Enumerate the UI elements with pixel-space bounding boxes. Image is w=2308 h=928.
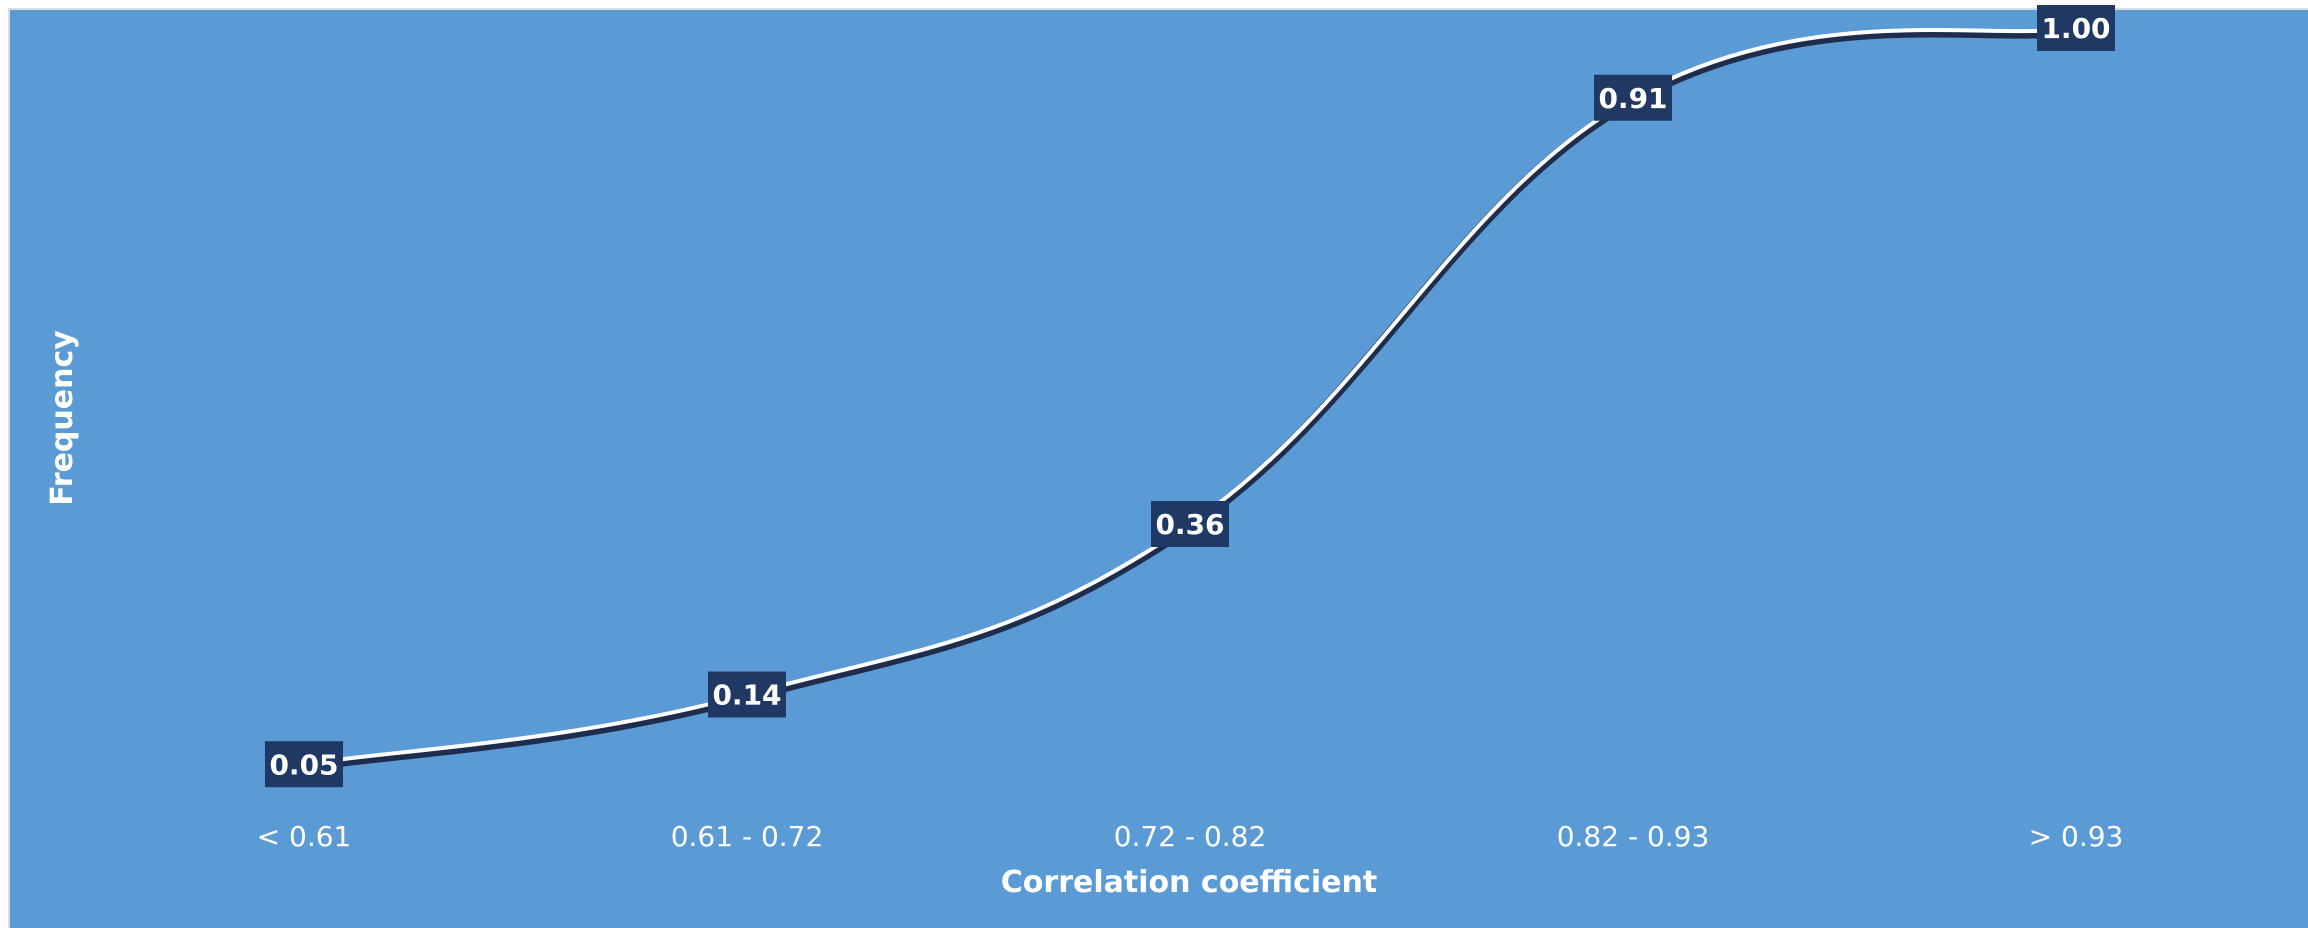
data-label-box [265, 741, 343, 788]
data-label-text: 1.00 [2041, 12, 2110, 45]
data-label: 0.14 [708, 671, 786, 718]
data-label: 0.91 [1594, 74, 1672, 121]
chart-area [8, 8, 2308, 928]
data-label-text: 0.36 [1155, 508, 1224, 541]
x-tick-label: 0.61 - 0.72 [671, 820, 824, 853]
data-label-box [1594, 74, 1672, 121]
x-axis-title: Correlation coefficient [1001, 865, 1377, 900]
data-labels: 0.05 0.14 0.36 0.91 1.00 [265, 5, 2115, 788]
y-axis-title: Frequency [45, 330, 80, 506]
data-label-text: 0.05 [269, 748, 338, 781]
data-label-box [2037, 5, 2115, 51]
data-label-text: 0.14 [712, 679, 781, 712]
data-label: 0.05 [265, 741, 343, 788]
data-label: 0.36 [1151, 501, 1229, 547]
drop-lines [302, 46, 2078, 793]
data-label-box [1151, 501, 1229, 547]
x-tick-label: 0.82 - 0.93 [1557, 820, 1710, 853]
data-label-text: 0.91 [1598, 82, 1667, 115]
x-tick-labels: < 0.61 0.61 - 0.72 0.72 - 0.82 0.82 - 0.93 >… [257, 820, 2124, 853]
x-tick-label: < 0.61 [257, 820, 352, 853]
data-label: 1.00 [2037, 5, 2115, 51]
data-label-box [708, 671, 786, 718]
x-tick-label: 0.72 - 0.82 [1114, 820, 1267, 853]
x-tick-label: > 0.93 [2029, 820, 2124, 853]
